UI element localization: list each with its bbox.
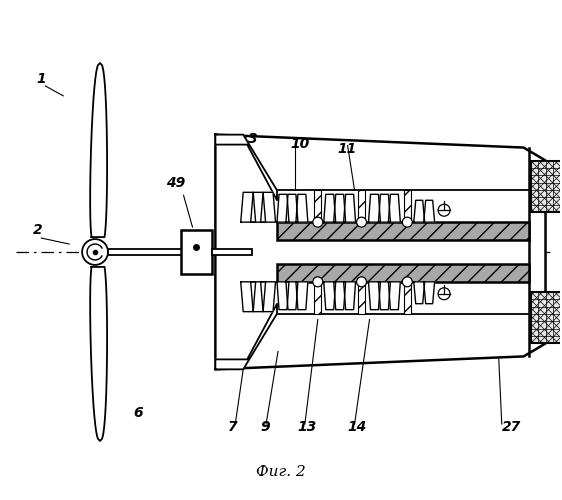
Polygon shape xyxy=(388,282,400,310)
Text: 1: 1 xyxy=(37,72,46,86)
Bar xyxy=(314,282,321,314)
Polygon shape xyxy=(215,134,546,370)
Bar xyxy=(404,190,411,222)
Bar xyxy=(180,230,212,274)
Text: 14: 14 xyxy=(348,420,367,434)
Bar xyxy=(531,292,562,344)
Polygon shape xyxy=(286,194,298,222)
Polygon shape xyxy=(378,194,391,222)
Text: 13: 13 xyxy=(298,420,317,434)
Polygon shape xyxy=(90,63,107,237)
Bar xyxy=(531,160,562,212)
Polygon shape xyxy=(424,282,434,304)
Text: 11: 11 xyxy=(338,142,357,156)
Bar xyxy=(108,249,207,255)
Polygon shape xyxy=(261,282,275,312)
Polygon shape xyxy=(296,282,308,310)
Text: Фиг. 2: Фиг. 2 xyxy=(256,464,306,478)
Bar xyxy=(404,282,411,314)
Bar xyxy=(212,249,252,255)
Polygon shape xyxy=(369,194,380,222)
Polygon shape xyxy=(215,134,277,200)
Bar xyxy=(358,282,365,314)
Polygon shape xyxy=(334,194,346,222)
Polygon shape xyxy=(241,282,256,312)
Polygon shape xyxy=(324,194,336,222)
Circle shape xyxy=(356,217,366,227)
Text: 10: 10 xyxy=(290,136,309,150)
Polygon shape xyxy=(277,194,289,222)
Circle shape xyxy=(313,217,323,227)
Text: 6: 6 xyxy=(133,406,142,420)
Polygon shape xyxy=(296,194,308,222)
Polygon shape xyxy=(343,194,356,222)
Circle shape xyxy=(356,277,366,287)
Polygon shape xyxy=(241,192,256,222)
Polygon shape xyxy=(215,304,277,370)
Circle shape xyxy=(402,277,413,287)
Polygon shape xyxy=(378,282,391,310)
Polygon shape xyxy=(369,282,380,310)
Polygon shape xyxy=(424,200,434,222)
Polygon shape xyxy=(251,192,266,222)
Polygon shape xyxy=(343,282,356,310)
Text: 3: 3 xyxy=(248,132,258,145)
Bar xyxy=(277,222,529,240)
Polygon shape xyxy=(414,200,425,222)
Polygon shape xyxy=(324,282,336,310)
Text: 9: 9 xyxy=(260,420,270,434)
Polygon shape xyxy=(90,267,107,441)
Polygon shape xyxy=(334,282,346,310)
Text: 7: 7 xyxy=(228,420,238,434)
Polygon shape xyxy=(286,282,298,310)
Polygon shape xyxy=(277,282,289,310)
Circle shape xyxy=(402,217,413,227)
Bar xyxy=(314,190,321,222)
Polygon shape xyxy=(261,192,275,222)
Text: 49: 49 xyxy=(166,176,185,190)
Circle shape xyxy=(82,239,108,265)
Polygon shape xyxy=(414,282,425,304)
Text: 2: 2 xyxy=(33,223,43,237)
Polygon shape xyxy=(251,282,266,312)
Circle shape xyxy=(313,277,323,287)
Bar xyxy=(358,190,365,222)
Polygon shape xyxy=(388,194,400,222)
Bar xyxy=(277,264,529,282)
Circle shape xyxy=(438,204,450,216)
Circle shape xyxy=(438,288,450,300)
Text: 27: 27 xyxy=(502,420,521,434)
